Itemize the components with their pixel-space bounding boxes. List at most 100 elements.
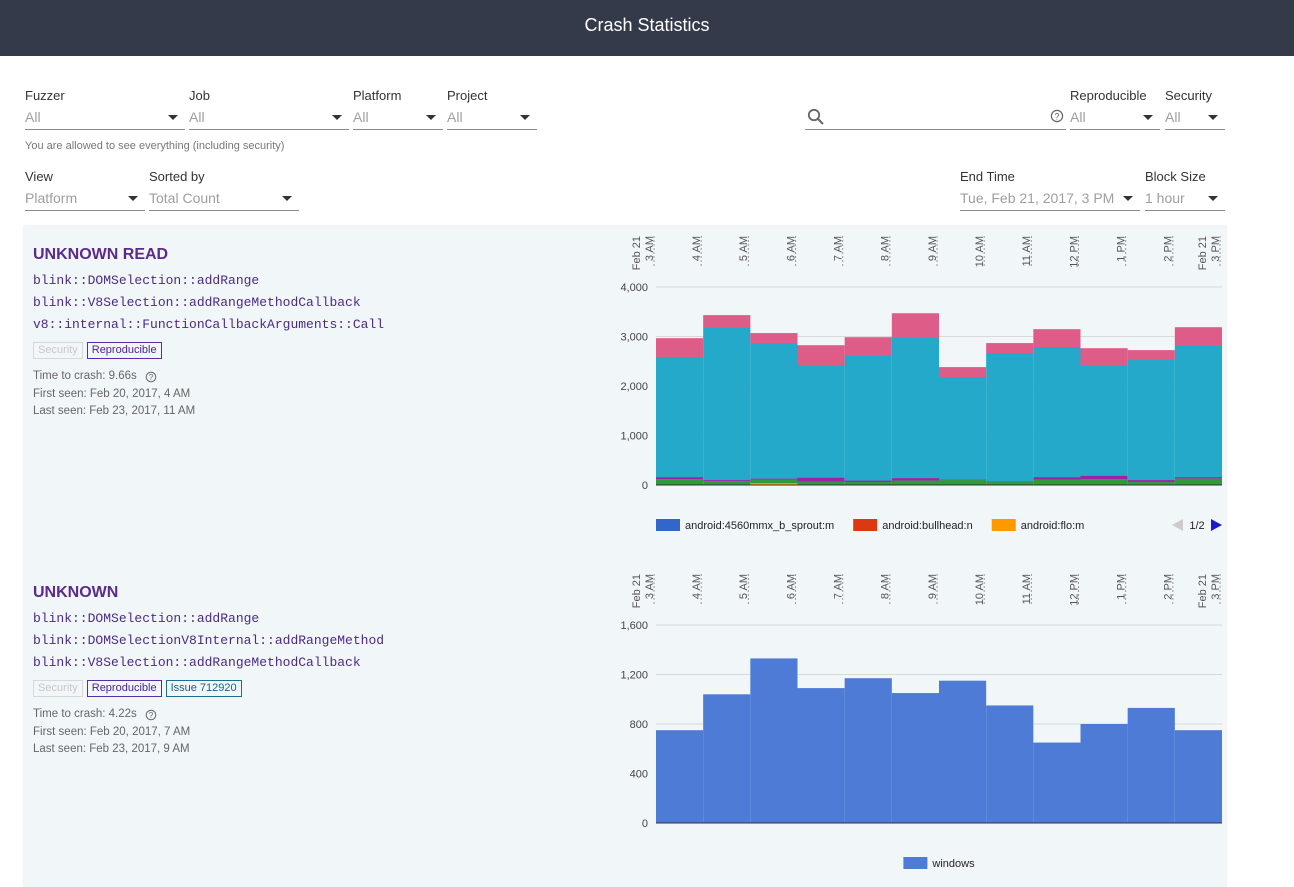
bar-segment [656, 477, 703, 479]
bar-segment [750, 483, 797, 484]
x-tick-label: 3 AM [644, 574, 656, 599]
dropdown-caret [426, 115, 436, 120]
dropdown-label: Platform [353, 89, 401, 103]
bar-segment [1033, 743, 1080, 823]
x-tick-label: 10 AM [974, 574, 986, 605]
dropdown[interactable]: Fuzzer All [25, 89, 185, 133]
bar-segment [986, 705, 1033, 823]
dropdown-value: All [25, 109, 41, 125]
dropdown[interactable]: SecurityAll [1165, 89, 1225, 133]
bar-segment [1128, 480, 1175, 482]
x-tick-label: 5 AM [738, 236, 750, 261]
x-tick-label: 3 PM [1210, 574, 1222, 600]
y-tick-label: 3,000 [620, 332, 648, 344]
bar-segment [1081, 724, 1128, 823]
dropdown-label: Block Size [1145, 170, 1206, 184]
dropdown-underline [1165, 129, 1225, 130]
dropdown-label: Fuzzer [25, 89, 65, 103]
bar-segment [1033, 347, 1080, 477]
x-tick-label: 6 AM [785, 236, 797, 261]
dropdown-underline [960, 210, 1140, 211]
y-tick-label: 4,000 [620, 282, 648, 294]
bar-segment [986, 343, 1033, 353]
dropdown[interactable]: Project All [447, 89, 537, 133]
dropdown[interactable]: End TimeTue, Feb 21, 2017, 3 PM [960, 170, 1140, 214]
x-tick-label: 9 AM [927, 574, 939, 599]
dropdown-label: Project [447, 89, 487, 103]
y-tick-label: 1,200 [620, 670, 648, 682]
x-tick-label: 1 PM [1116, 236, 1128, 262]
x-tick-label: 3 AM [644, 236, 656, 261]
dropdown-label: Reproducible [1070, 89, 1147, 103]
x-tick-label: 4 AM [691, 574, 703, 599]
legend: android:4560mmx_b_sprout:mandroid:bullhe… [656, 519, 1084, 532]
x-tick-label: 12 PM [1068, 574, 1080, 606]
bar-segment [1175, 327, 1222, 346]
dropdown-value: 1 hour [1145, 190, 1185, 206]
y-tick-label: 0 [642, 818, 648, 830]
bar-segment [1033, 480, 1080, 485]
x-tick-label: 10 AM [974, 236, 986, 267]
bar-segment [986, 353, 1033, 482]
dropdown-underline [1145, 210, 1225, 211]
permission-note: You are allowed to see everything (inclu… [25, 140, 284, 152]
dropdown-caret [128, 196, 138, 201]
x-tick-label: 4 AM [691, 236, 703, 261]
bar-segment [750, 343, 797, 479]
bar-segment [750, 479, 797, 480]
x-tick-label: 8 AM [880, 574, 892, 599]
dropdown-underline [149, 210, 299, 211]
dropdown[interactable]: Reproducible All [1070, 89, 1160, 133]
bar-segment [798, 345, 845, 365]
bar-segment [892, 478, 939, 480]
dropdown-underline [25, 210, 145, 211]
dropdown-underline [25, 129, 185, 130]
dropdown-value: All [1165, 109, 1181, 125]
dropdown-value: All [189, 109, 205, 125]
bar-segment [1175, 479, 1222, 485]
legend-label: android:flo:m [1021, 520, 1085, 532]
bar-segment [1175, 730, 1222, 823]
bar-segment [845, 337, 892, 356]
bar-segment [939, 367, 986, 377]
bar-segment [798, 482, 845, 485]
dropdown[interactable]: Sorted byTotal Count [149, 170, 299, 214]
x-tick-label: 6 AM [785, 574, 797, 599]
bar-segment [1081, 348, 1128, 365]
search-box[interactable]: ? [805, 89, 1066, 131]
bar-segment [845, 678, 892, 823]
x-tick-label: 2 PM [1163, 574, 1175, 600]
dropdown-caret [1208, 115, 1218, 120]
bar-segment [798, 688, 845, 823]
dropdown-caret [168, 115, 178, 120]
bar-segment [750, 480, 797, 483]
dropdown-value: All [447, 109, 463, 125]
dropdown[interactable]: Block Size 1 hour [1145, 170, 1225, 214]
legend-swatch [853, 519, 877, 531]
x-tick-label: 11 AM [1021, 236, 1033, 266]
bar-segment [1128, 708, 1175, 823]
dropdown[interactable]: Job All [189, 89, 349, 133]
dropdown[interactable]: ViewPlatform [25, 170, 145, 214]
x-tick-label: 12 PM [1068, 236, 1080, 268]
x-tick-label: Feb 21 [631, 236, 643, 270]
search-underline [805, 129, 1066, 130]
dropdown[interactable]: PlatformAll [353, 89, 443, 133]
x-tick-label: 7 AM [833, 236, 845, 261]
bar-segment [1081, 476, 1128, 479]
x-tick-label: Feb 21 [631, 574, 643, 608]
legend-prev [1172, 519, 1183, 531]
help-icon[interactable]: ? [1050, 109, 1065, 124]
y-tick-label: 800 [630, 719, 648, 731]
chart: 04008001,2001,600Feb 213 AM4 AM5 AM6 AM7… [0, 564, 1294, 887]
dropdown-value: All [1070, 109, 1086, 125]
dropdown-label: View [25, 170, 53, 184]
bar-segment [892, 313, 939, 338]
x-tick-label: 11 AM [1021, 574, 1033, 604]
x-tick-label: 1 PM [1116, 574, 1128, 600]
bar-segment [892, 481, 939, 485]
dropdown-underline [447, 129, 537, 130]
legend-label: android:bullhead:n [882, 520, 973, 532]
dropdown-label: Job [189, 89, 210, 103]
